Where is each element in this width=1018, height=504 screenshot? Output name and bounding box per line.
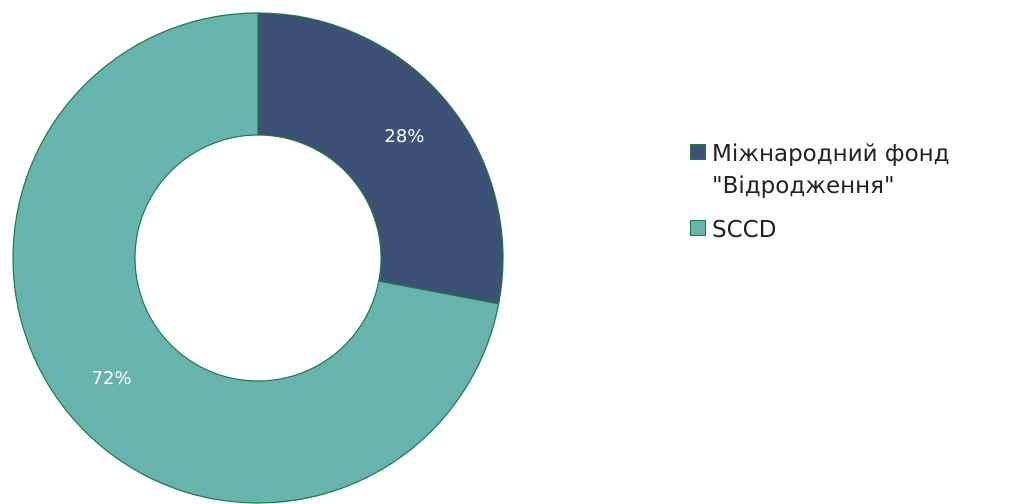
legend-swatch-mizhnarodnyi-fond bbox=[690, 144, 706, 160]
slice-labels: 28% 72% bbox=[92, 126, 425, 389]
legend-item-mizhnarodnyi-fond: Міжнародний фонд "Відродження" bbox=[690, 138, 1010, 202]
legend-label-mizhnarodnyi-fond: Міжнародний фонд "Відродження" bbox=[712, 141, 950, 199]
legend-item-sccd: SCCD bbox=[690, 214, 1010, 246]
slice-label-sccd: 72% bbox=[92, 368, 132, 389]
slice-sccd bbox=[12, 12, 500, 504]
slice-mizhnarodnyi-fond bbox=[257, 12, 504, 305]
legend-swatch-sccd bbox=[690, 220, 706, 236]
legend-label-sccd: SCCD bbox=[712, 217, 777, 243]
slice-label-mizhnarodnyi-fond: 28% bbox=[384, 126, 424, 147]
legend: Міжнародний фонд "Відродження" SCCD bbox=[690, 138, 1010, 258]
donut-slices bbox=[12, 12, 504, 504]
